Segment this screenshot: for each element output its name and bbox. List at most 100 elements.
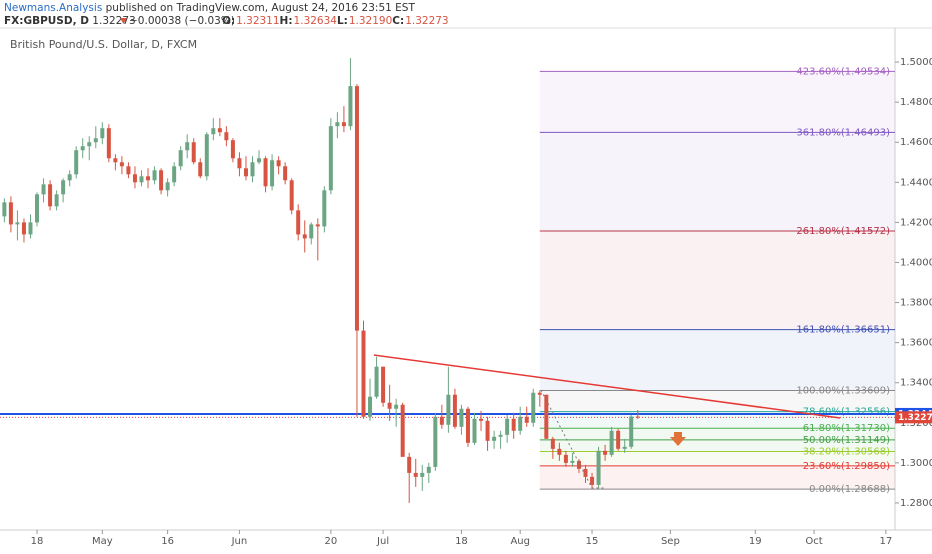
- candle-body: [8, 202, 13, 225]
- trendline: [373, 354, 841, 419]
- candle-body: [204, 134, 209, 177]
- candle-body: [41, 184, 46, 195]
- candle-body: [309, 224, 314, 239]
- down-arrow: [670, 432, 686, 446]
- candle-body: [368, 396, 373, 417]
- candle-body: [296, 210, 301, 235]
- fib-anchor-path: [540, 389, 606, 489]
- ohlc-line: O:1.32311H:1.32634L:1.32190C:1.32273: [222, 15, 449, 27]
- candle-body: [563, 454, 568, 463]
- candle-body: [185, 142, 190, 151]
- candle-body: [132, 174, 137, 183]
- y-tick-label: 1.44000: [900, 177, 932, 188]
- candle-body: [616, 430, 621, 449]
- candle-body: [341, 122, 346, 127]
- candle-body: [459, 408, 464, 427]
- candle-body: [361, 330, 366, 417]
- fib-band: [539, 132, 895, 231]
- ohlc-label: C:: [392, 15, 404, 27]
- candle-body: [54, 194, 59, 207]
- x-tick-label: 19: [749, 536, 762, 547]
- ohlc-label: O:: [222, 15, 235, 27]
- price-badge-label: 1.32273: [898, 413, 932, 423]
- candle-body: [544, 394, 549, 439]
- candle-body: [472, 418, 477, 443]
- candle-body: [492, 436, 497, 441]
- y-tick-label: 1.38000: [900, 298, 932, 309]
- candle-body: [479, 418, 484, 421]
- fib-band: [539, 329, 895, 391]
- candle-body: [420, 472, 425, 477]
- down-triangle: [120, 18, 127, 24]
- candle-body: [576, 460, 581, 469]
- candle-body: [465, 408, 470, 443]
- candle-body: [603, 450, 608, 455]
- candle-body: [243, 168, 248, 177]
- chart-title: British Pound/U.S. Dollar, D, FXCM: [10, 38, 197, 51]
- plot: 423.60%(1.49534) 361.80%(1.46493) 261.80%(…: [0, 58, 895, 503]
- candle-body: [191, 142, 196, 163]
- candle-body: [211, 128, 216, 135]
- candle-body: [178, 150, 183, 167]
- y-tick-label: 1.36000: [900, 338, 932, 349]
- candle-body: [106, 128, 111, 159]
- y-tick-label: 1.30000: [900, 458, 932, 469]
- candle-body: [590, 476, 595, 485]
- fib-band: [539, 411, 895, 429]
- ohlc-label: L:: [337, 15, 348, 27]
- candle-body: [446, 394, 451, 425]
- symbol: FX:GBPUSD, D: [4, 15, 89, 27]
- candle-body: [354, 86, 359, 331]
- candle-body: [276, 160, 281, 167]
- fib-label: 100.00%(1.33609): [796, 386, 890, 397]
- y-tick-label: 1.50000: [900, 57, 932, 68]
- candle-body: [426, 466, 431, 473]
- fib-label: 361.80%(1.46493): [796, 127, 890, 138]
- candle-body: [35, 194, 40, 223]
- author[interactable]: Newmans.Analysis: [4, 2, 102, 14]
- candle-body: [126, 166, 131, 175]
- fib-label: 38.20%(1.30568): [803, 446, 890, 457]
- y-tick-label: 1.48000: [900, 97, 932, 108]
- x-tick-label: Jun: [231, 536, 248, 547]
- x-tick-label: 15: [586, 536, 599, 547]
- fib-band: [539, 465, 895, 490]
- candle-body: [165, 182, 170, 191]
- fib-band: [539, 230, 895, 330]
- symbol-line: FX:GBPUSD, D 1.32273: [4, 15, 136, 27]
- candle-body: [537, 392, 542, 395]
- candle-body: [570, 460, 575, 463]
- candle-body: [315, 224, 320, 227]
- candle-body: [87, 142, 92, 147]
- ohlc-label: H:: [280, 15, 293, 27]
- candle-body: [629, 416, 634, 447]
- fib-label: 78.60%(1.32556): [803, 407, 890, 418]
- x-tick-label: 18: [31, 536, 44, 547]
- candle-body: [622, 446, 627, 449]
- candle-body: [283, 166, 288, 181]
- ohlc-value: 1.32311: [236, 15, 279, 27]
- candle-body: [67, 174, 72, 181]
- candle-body: [146, 176, 151, 181]
- candle-body: [557, 448, 562, 455]
- y-tick-label: 1.40000: [900, 257, 932, 268]
- candle-body: [48, 184, 53, 207]
- x-tick-label: Sep: [661, 536, 680, 547]
- candle-body: [518, 416, 523, 431]
- candle-body: [289, 180, 294, 211]
- x-tick-label: 17: [879, 536, 892, 547]
- candle-body: [374, 366, 379, 397]
- fib-label: 61.80%(1.31730): [803, 423, 890, 434]
- candle-body: [198, 162, 203, 177]
- candle-body: [237, 158, 242, 169]
- candle-body: [531, 392, 536, 423]
- candle-body: [550, 438, 555, 449]
- fib-band: [539, 428, 895, 440]
- candle-body: [93, 138, 98, 143]
- x-tick-label: Jul: [376, 536, 389, 547]
- header-line: Newmans.Analysis published on TradingVie…: [4, 2, 415, 14]
- fib-band: [539, 71, 895, 133]
- candle-body: [439, 416, 444, 425]
